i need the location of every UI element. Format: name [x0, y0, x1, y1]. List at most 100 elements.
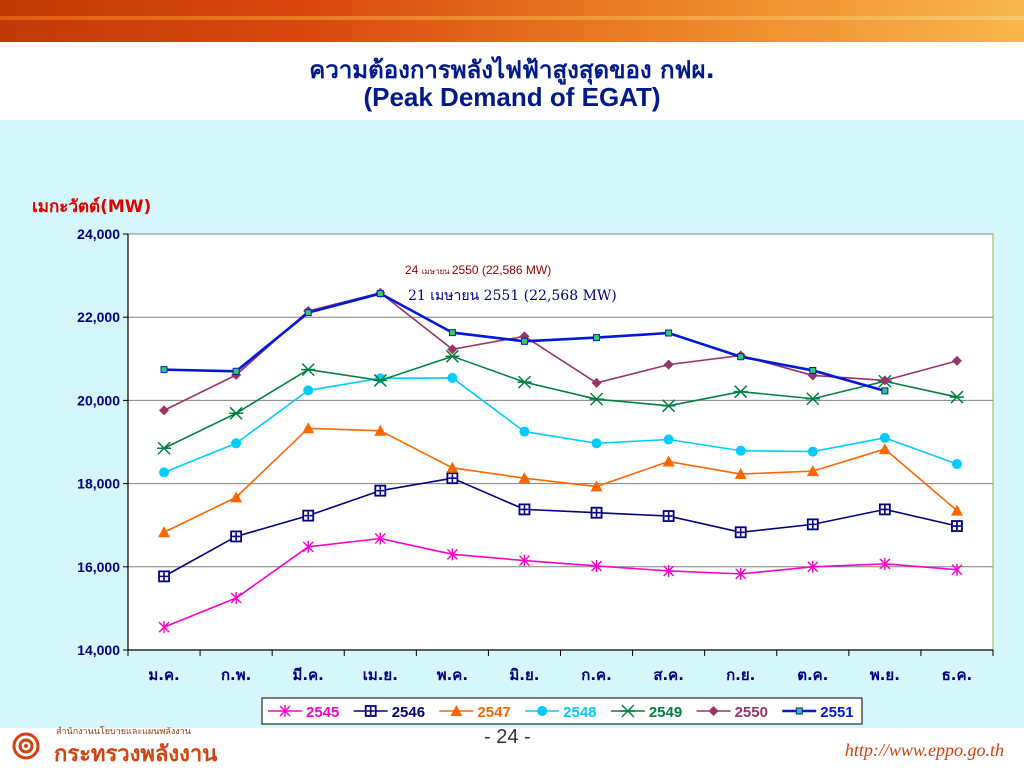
page-number: - 24 -	[484, 726, 531, 748]
legend-box	[261, 697, 863, 725]
legend-item-2548[interactable]: 2548	[525, 704, 597, 721]
data-point	[230, 592, 242, 604]
marker-cross	[448, 474, 457, 483]
data-point	[807, 560, 819, 573]
data-point	[519, 426, 530, 437]
marker-cross	[592, 508, 601, 517]
legend-marker	[450, 705, 463, 716]
data-point	[951, 520, 963, 532]
y-tick-label: 16,000	[77, 559, 120, 575]
data-point	[231, 438, 242, 449]
data-point	[159, 467, 170, 478]
data-point	[591, 377, 602, 388]
data-point	[231, 370, 242, 381]
legend-item-2551[interactable]: 2551	[782, 704, 854, 721]
data-point	[447, 344, 458, 355]
data-point	[661, 399, 676, 413]
legend-item-2550[interactable]: 2550	[696, 704, 768, 721]
legend-marker	[708, 706, 719, 716]
data-point	[229, 406, 244, 420]
data-point	[589, 392, 604, 406]
series-2545[interactable]	[158, 532, 963, 634]
marker-cross	[366, 707, 375, 715]
data-point	[232, 367, 240, 375]
footer-url[interactable]: http://www.eppo.go.th	[844, 740, 1004, 760]
marker-cross	[880, 505, 889, 514]
y-axis-label: เมกะวัตต์(MW)	[32, 196, 151, 217]
series-line-2549[interactable]	[163, 355, 958, 449]
data-point	[878, 443, 891, 455]
series-line-2545[interactable]	[163, 537, 958, 628]
plot-area	[127, 233, 994, 651]
legend-marker	[795, 707, 803, 715]
annotation-2551-peak: 21 เมษายน 2551 (22,568 MW)	[408, 288, 617, 304]
data-point	[662, 455, 675, 467]
slide-title-english: (Peak Demand of EGAT)	[363, 82, 661, 112]
data-point	[665, 329, 673, 337]
marker-cross	[304, 511, 313, 520]
series-2551[interactable]	[160, 290, 889, 395]
legend-marker	[364, 705, 377, 717]
data-point	[590, 506, 603, 519]
data-point	[374, 424, 387, 436]
peak-demand-chart: เมกะวัตต์(MW) 14,000 16,000 18,000 20,000 22…	[32, 196, 994, 725]
data-point	[737, 353, 745, 361]
marker-cross	[232, 532, 241, 541]
series-line-2548[interactable]	[163, 377, 958, 474]
slide-title-thai: ความต้องการพลังไฟฟ้าสูงสุดของ กฟผ.	[309, 56, 715, 84]
y-tick-label: 20,000	[77, 392, 120, 408]
data-point	[517, 375, 532, 389]
data-point	[374, 532, 386, 545]
legend-label: 2548	[563, 704, 596, 721]
data-point	[805, 392, 820, 406]
series-line-2546[interactable]	[163, 477, 958, 578]
legend-item-2547[interactable]: 2547	[439, 704, 511, 721]
x-tick-label: มี.ค.	[293, 666, 324, 684]
data-point	[446, 548, 458, 561]
legend-item-2545[interactable]: 2545	[268, 704, 339, 721]
data-point	[158, 570, 170, 583]
series-2546[interactable]	[158, 472, 963, 583]
data-point	[158, 621, 170, 634]
data-point	[303, 385, 314, 396]
x-tick-label: พ.ย.	[870, 666, 900, 684]
legend-label: 2546	[392, 704, 425, 721]
data-point	[734, 526, 747, 539]
legend-label: 2551	[820, 704, 853, 721]
data-point	[160, 366, 168, 374]
marker-cross	[808, 520, 817, 529]
series-2549[interactable]	[157, 349, 964, 455]
series-line-2547[interactable]	[163, 427, 958, 533]
marker-cross	[664, 512, 673, 521]
data-point	[230, 530, 243, 543]
data-point	[158, 526, 171, 538]
data-point	[662, 510, 675, 522]
series-2547[interactable]	[158, 422, 963, 538]
legend-item-2546[interactable]: 2546	[353, 704, 425, 721]
annotation-2550-peak: 24 เมษายน 2550 (22,586 MW)	[405, 263, 551, 277]
marker-cross	[736, 528, 745, 537]
series-2548[interactable]	[159, 372, 962, 478]
data-point	[950, 504, 963, 516]
data-point	[734, 468, 747, 480]
data-point	[951, 459, 962, 470]
legend-marker	[620, 704, 635, 718]
top-banner	[0, 0, 1024, 42]
legend-item-2549[interactable]: 2549	[610, 704, 682, 721]
data-point	[879, 557, 891, 570]
data-point	[375, 373, 386, 384]
data-point	[878, 503, 891, 516]
legend-marker	[279, 705, 291, 717]
legend-label: 2550	[735, 704, 768, 721]
ministry-logo-icon	[12, 732, 40, 760]
data-point	[448, 329, 456, 337]
data-point	[518, 554, 530, 567]
x-tick-label: มิ.ย.	[509, 666, 539, 684]
x-tick-label: ก.พ.	[221, 666, 251, 684]
data-point	[304, 309, 312, 317]
legend-label: 2545	[306, 704, 339, 721]
data-point	[301, 363, 316, 377]
data-point	[663, 434, 674, 445]
footer-org-name: กระทรวงพลังงาน	[54, 742, 218, 767]
marker-cross	[520, 505, 529, 514]
